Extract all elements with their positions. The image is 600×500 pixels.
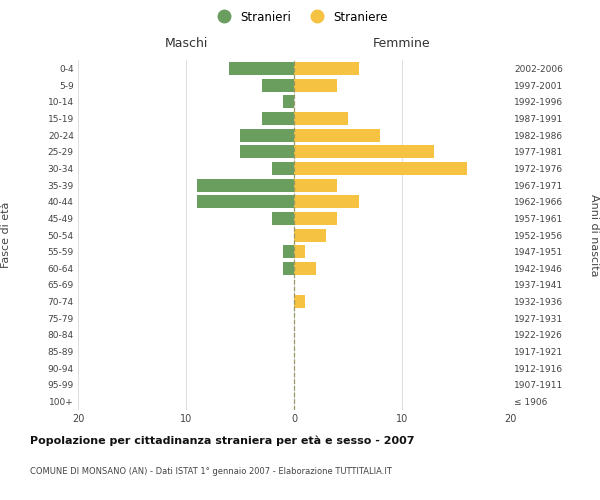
Bar	[294, 112, 348, 125]
Bar	[283, 262, 294, 275]
Bar	[197, 178, 294, 192]
Legend: Stranieri, Straniere: Stranieri, Straniere	[207, 6, 393, 28]
Bar	[262, 78, 294, 92]
Bar	[272, 162, 294, 175]
Bar	[240, 145, 294, 158]
Bar	[294, 62, 359, 75]
Bar	[262, 112, 294, 125]
Text: Femmine: Femmine	[373, 37, 431, 50]
Bar	[272, 212, 294, 225]
Text: Fasce di età: Fasce di età	[1, 202, 11, 268]
Bar	[229, 62, 294, 75]
Bar	[283, 245, 294, 258]
Bar	[294, 128, 380, 141]
Text: Popolazione per cittadinanza straniera per età e sesso - 2007: Popolazione per cittadinanza straniera p…	[30, 435, 415, 446]
Bar	[294, 212, 337, 225]
Bar	[294, 78, 337, 92]
Bar	[294, 228, 326, 241]
Bar	[294, 162, 467, 175]
Bar	[197, 195, 294, 208]
Text: Maschi: Maschi	[164, 37, 208, 50]
Bar	[294, 245, 305, 258]
Bar	[283, 95, 294, 108]
Bar	[294, 195, 359, 208]
Bar	[240, 128, 294, 141]
Bar	[294, 295, 305, 308]
Bar	[294, 145, 434, 158]
Text: Anni di nascita: Anni di nascita	[589, 194, 599, 276]
Bar	[294, 178, 337, 192]
Text: COMUNE DI MONSANO (AN) - Dati ISTAT 1° gennaio 2007 - Elaborazione TUTTITALIA.IT: COMUNE DI MONSANO (AN) - Dati ISTAT 1° g…	[30, 468, 392, 476]
Bar	[294, 262, 316, 275]
